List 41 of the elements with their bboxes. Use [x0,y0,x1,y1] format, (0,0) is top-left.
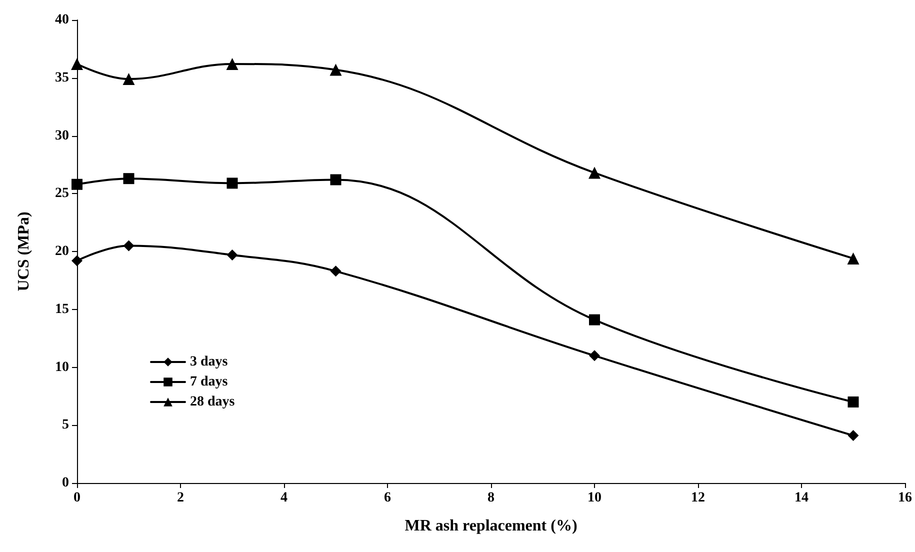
x-tick-label: 0 [74,490,80,506]
point [72,178,82,190]
point [330,64,342,76]
legend-label: 7 days [190,374,228,390]
point [71,58,83,70]
x-tick-label: 4 [280,490,288,506]
point [226,58,238,70]
point [226,178,238,189]
x-axis-title: MR ash replacement (%) [404,518,578,534]
x-tick-label: 6 [384,490,391,506]
point [589,314,600,326]
x-tick-label: 14 [794,490,808,506]
point [589,350,600,362]
y-tick-label: 35 [55,70,69,86]
y-tick-label: 20 [55,244,69,259]
y-tick-label: 25 [55,186,69,202]
y-tick-label: 10 [55,360,69,375]
point [122,73,135,86]
point [847,252,860,264]
x-tick-label: 16 [898,490,912,506]
point [330,174,342,186]
y-tick-label: 40 [55,12,69,28]
point [123,173,134,184]
point [123,240,134,252]
point [226,249,238,260]
point [330,266,342,277]
y-axis-title: UCS (MPa) [16,212,32,292]
legend-label: 28 days [190,394,236,410]
point [848,430,859,442]
y-tick-label: 30 [55,128,69,144]
x-tick-label: 8 [488,490,494,506]
point [848,396,859,408]
x-tick-label: 12 [691,490,705,506]
x-tick-label: 10 [588,490,602,506]
y-tick-label: 15 [55,302,69,317]
y-tick-label: 0 [62,476,69,490]
point [72,255,82,266]
y-tick-label: 5 [62,418,69,433]
legend-label: 3 days [190,354,228,370]
x-tick-label: 2 [177,490,184,506]
point [588,166,600,179]
